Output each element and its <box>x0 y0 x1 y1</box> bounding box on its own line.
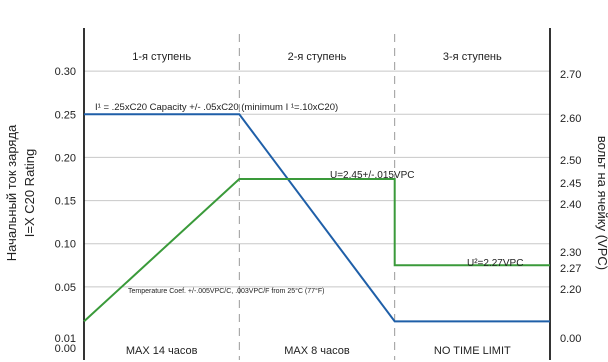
text-layer: 0.000.010.050.100.150.200.250.300.002.20… <box>4 51 608 357</box>
series-voltage-line <box>83 178 550 323</box>
right-tick-label: 2.20 <box>560 284 581 296</box>
left-axis-title: Начальный ток заряда <box>4 124 19 261</box>
absorption-voltage-annotation: U=2.45+/-.015VPC <box>330 170 415 181</box>
right-tick-label: 2.40 <box>560 199 581 211</box>
right-tick-label: 2.30 <box>560 247 581 259</box>
left-tick-label: 0.05 <box>55 282 76 294</box>
right-tick-label: 0.00 <box>560 333 581 345</box>
left-tick-label: 0.00 <box>55 343 76 355</box>
stage-label: 1-я ступень <box>132 51 191 63</box>
left-tick-label: 0.25 <box>55 109 76 121</box>
right-tick-label: 2.45 <box>560 178 581 190</box>
series-current-line <box>84 113 550 323</box>
right-axis-title: вольт на ячейку (VPC) <box>595 136 608 270</box>
stage-duration: MAX 14 часов <box>126 345 198 357</box>
left-tick-label: 0.15 <box>55 196 76 208</box>
left-tick-label: 0.10 <box>55 239 76 251</box>
right-tick-label: 2.70 <box>560 69 581 81</box>
left-tick-label: 0.30 <box>55 66 76 78</box>
axes-layer <box>83 28 551 360</box>
left-axis-title: I=X C20 Rating <box>22 149 37 238</box>
left-tick-label: 0.01 <box>55 333 76 345</box>
stage-dividers <box>238 34 396 360</box>
temperature-annotation: Temperature Coef. +/-.005VPC/C, .003VPC/… <box>128 287 324 295</box>
right-tick-label: 2.60 <box>560 113 581 125</box>
stage-label: 3-я ступень <box>443 51 502 63</box>
stage-label: 2-я ступень <box>288 51 347 63</box>
right-tick-label: 2.27 <box>560 263 581 275</box>
stage-duration: NO TIME LIMIT <box>434 345 511 357</box>
series-layer <box>83 113 550 323</box>
float-voltage-annotation: U²=2.27VPC <box>467 258 523 269</box>
right-tick-label: 2.50 <box>560 155 581 167</box>
stage-duration: MAX 8 часов <box>284 345 350 357</box>
current-annotation: I¹ = .25xC20 Capacity +/- .05xC20 (minim… <box>95 102 338 113</box>
left-tick-label: 0.20 <box>55 152 76 164</box>
